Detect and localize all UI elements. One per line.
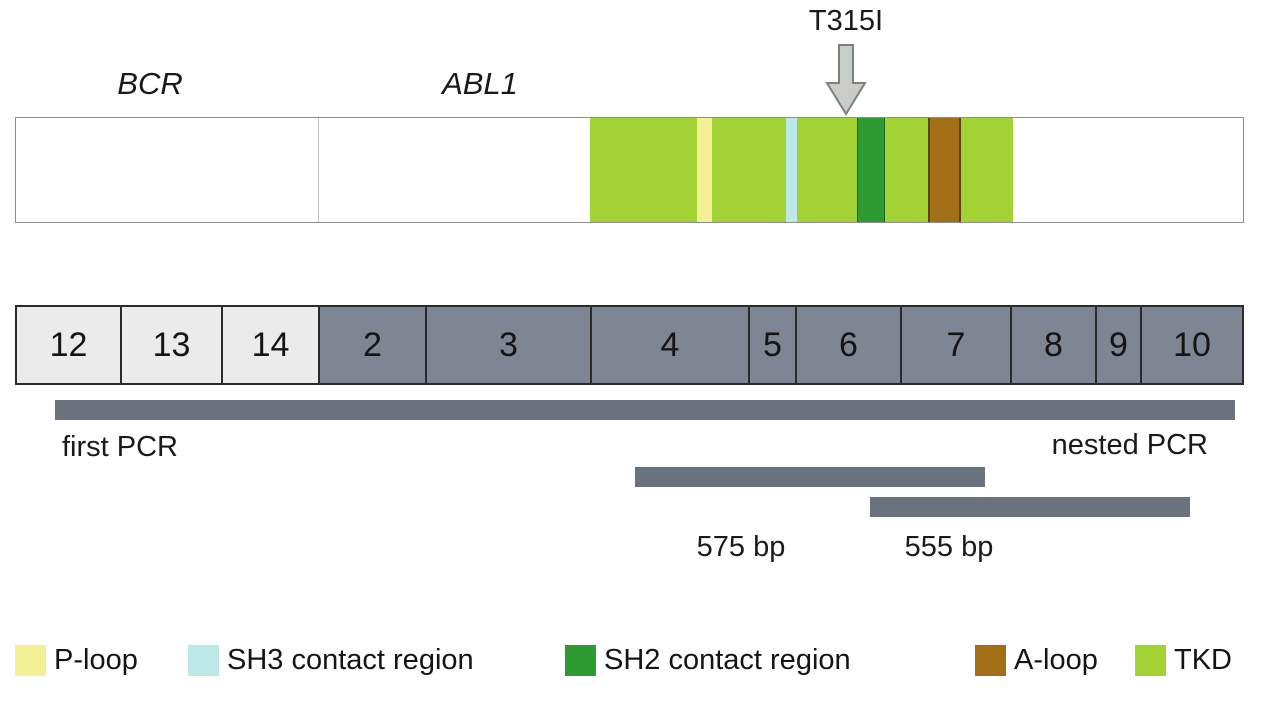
legend-label: TKD <box>1174 644 1232 676</box>
sh3-contact-region <box>786 118 797 222</box>
p-loop-swatch <box>15 645 46 676</box>
sh3-swatch <box>188 645 219 676</box>
legend-label: P-loop <box>54 644 138 676</box>
legend-label: SH3 contact region <box>227 644 474 676</box>
exon-box-abl1-5: 5 <box>750 307 797 383</box>
legend-item-a-loop: A-loop <box>975 644 1098 677</box>
amplicon-575bp-bar <box>635 467 985 487</box>
exon-box-abl1-4: 4 <box>592 307 750 383</box>
legend-label: A-loop <box>1014 644 1098 676</box>
first-pcr-label: first PCR <box>62 431 178 463</box>
first-pcr-amplicon-bar <box>55 400 1235 420</box>
exon-box-bcr-12: 12 <box>17 307 122 383</box>
tkd-swatch <box>1135 645 1166 676</box>
gene-map-bar <box>15 117 1244 223</box>
exon-box-abl1-2: 2 <box>320 307 427 383</box>
legend: P-loop SH3 contact region SH2 contact re… <box>0 644 1280 686</box>
exon-box-abl1-7: 7 <box>902 307 1012 383</box>
exon-row: 12 13 14 2 3 4 5 6 7 8 9 10 <box>15 305 1244 385</box>
exon-box-abl1-10: 10 <box>1142 307 1242 383</box>
legend-item-sh3: SH3 contact region <box>188 644 474 677</box>
sh2-contact-region <box>857 118 885 222</box>
down-arrow-icon <box>825 44 867 116</box>
legend-item-sh2: SH2 contact region <box>565 644 851 677</box>
a-loop-region <box>928 118 961 222</box>
amplicon-555bp-label: 555 bp <box>904 531 994 563</box>
abl1-gene-label: ABL1 <box>442 66 518 101</box>
p-loop-region <box>697 118 712 222</box>
exon-box-abl1-3: 3 <box>427 307 592 383</box>
legend-label: SH2 contact region <box>604 644 851 676</box>
exon-box-abl1-9: 9 <box>1097 307 1142 383</box>
a-loop-swatch <box>975 645 1006 676</box>
t315i-mutation-label: T315I <box>808 5 884 37</box>
bcr-abl1-boundary-line <box>318 118 319 222</box>
nested-pcr-label: nested PCR <box>1051 429 1208 461</box>
exon-box-bcr-13: 13 <box>122 307 223 383</box>
exon-box-bcr-14: 14 <box>223 307 320 383</box>
exon-box-abl1-6: 6 <box>797 307 902 383</box>
amplicon-575bp-label: 575 bp <box>696 531 786 563</box>
sh2-swatch <box>565 645 596 676</box>
exon-box-abl1-8: 8 <box>1012 307 1097 383</box>
legend-item-tkd: TKD <box>1135 644 1232 677</box>
legend-item-p-loop: P-loop <box>15 644 138 677</box>
bcr-gene-label: BCR <box>117 66 183 101</box>
amplicon-555bp-bar <box>870 497 1190 517</box>
